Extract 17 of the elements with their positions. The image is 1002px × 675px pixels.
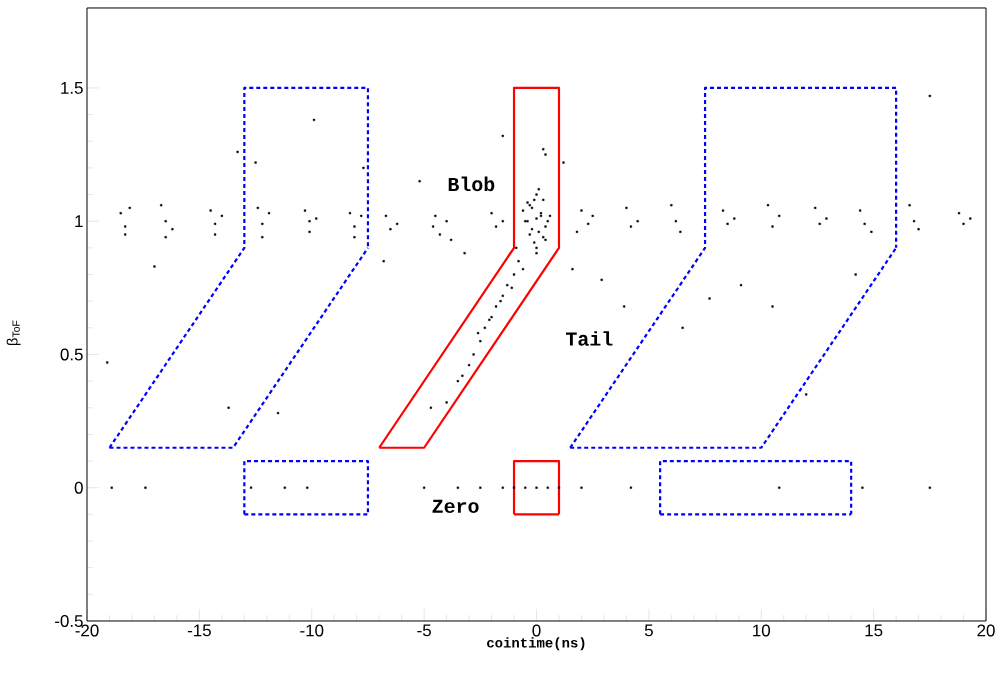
x-tick-label: 10 [753, 624, 771, 637]
annotation: Blob [448, 176, 495, 192]
annotation: Tail [566, 331, 613, 346]
y-tick-label: 0.5 [60, 348, 83, 361]
annotation: Zero [432, 499, 479, 514]
y-tick-label: 1 [75, 215, 83, 228]
x-tick-label: 0 [532, 624, 541, 637]
x-axis-title: cointime(ns) [487, 637, 585, 651]
x-tick-label: 20 [977, 624, 995, 637]
x-tick-label: -15 [187, 624, 211, 637]
x-tick-label: 5 [644, 624, 653, 637]
x-tick-label: -5 [417, 624, 431, 637]
y-axis-title: β$_{ToF}$ [6, 320, 21, 346]
x-tick-label: -10 [300, 624, 324, 637]
x-tick-label: 15 [865, 624, 883, 637]
y-tick-label: 1.5 [61, 82, 83, 94]
y-tick-label: 0 [74, 481, 83, 494]
